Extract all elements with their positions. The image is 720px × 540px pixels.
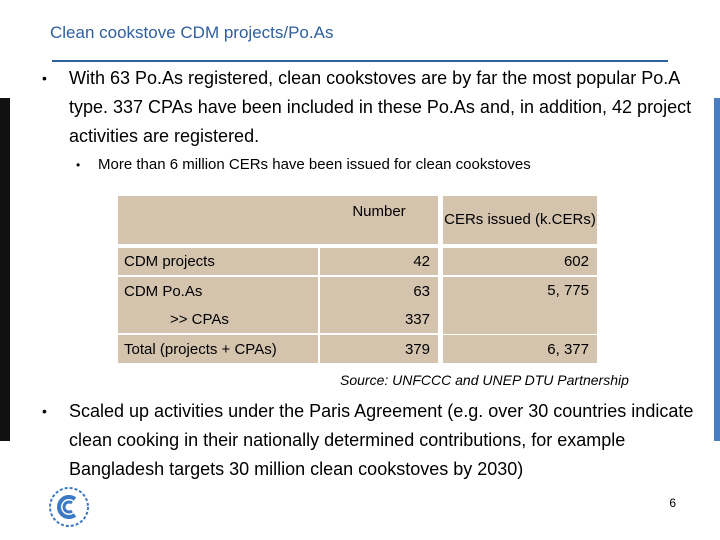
table-row-cers: 602 <box>443 248 597 275</box>
table-row-cers: 5, 775 <box>443 277 597 334</box>
bullet-paris-agreement: • Scaled up activities under the Paris A… <box>42 397 720 484</box>
sub-bullet-dot-icon: • <box>76 158 81 172</box>
title-underline <box>52 60 668 62</box>
bullet-dot-icon: • <box>42 70 47 86</box>
source-caption: Source: UNFCCC and UNEP DTU Partnership <box>340 372 629 388</box>
right-accent-bar <box>714 98 720 441</box>
table-header-number: Number <box>320 196 438 244</box>
table-row-cers: 6, 377 <box>443 335 597 363</box>
page-number: 6 <box>669 496 676 510</box>
sub-bullet-cers: • More than 6 million CERs have been iss… <box>76 154 531 176</box>
table-row-number: 379 <box>320 335 438 363</box>
table-header-blank <box>118 196 320 244</box>
bullet-dot-icon: • <box>42 403 47 419</box>
table-header-cers: CERs issued (k.CERs) <box>443 196 597 244</box>
unfccc-logo-icon <box>49 487 89 527</box>
table-row-number: 337 <box>320 306 438 333</box>
slide-title: Clean cookstove CDM projects/Po.As <box>50 23 334 42</box>
left-accent-bar <box>0 98 10 441</box>
sub-bullet-text: More than 6 million CERs have been issue… <box>98 156 531 173</box>
table-row-label: >> CPAs <box>118 306 318 333</box>
bullet-text: Scaled up activities under the Paris Agr… <box>69 401 694 479</box>
table-row-label: CDM Po.As <box>118 277 318 306</box>
table-row-label: CDM projects <box>118 248 318 275</box>
bullet-text: With 63 Po.As registered, clean cookstov… <box>69 68 692 146</box>
bullet-cookstove-poas: • With 63 Po.As registered, clean cookst… <box>42 64 720 151</box>
table-row-label: Total (projects + CPAs) <box>118 335 318 363</box>
table-row-number: 63 <box>320 277 438 306</box>
table-row-number: 42 <box>320 248 438 275</box>
